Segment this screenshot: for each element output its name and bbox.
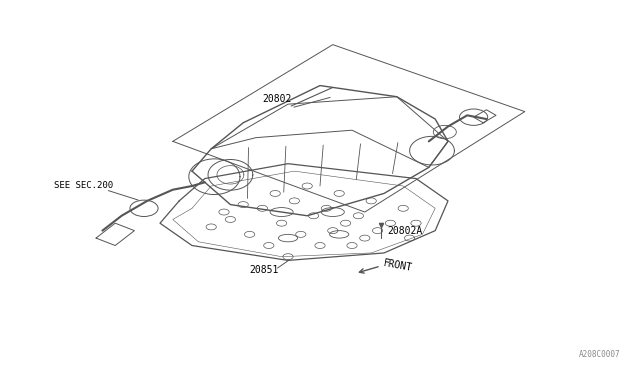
Text: 20851: 20851 [250, 265, 279, 275]
Text: SEE SEC.200: SEE SEC.200 [54, 181, 113, 190]
Text: FRONT: FRONT [383, 258, 413, 273]
Text: A208C0007: A208C0007 [579, 350, 621, 359]
Text: 20802A: 20802A [387, 226, 422, 236]
Text: 20802: 20802 [262, 94, 292, 104]
